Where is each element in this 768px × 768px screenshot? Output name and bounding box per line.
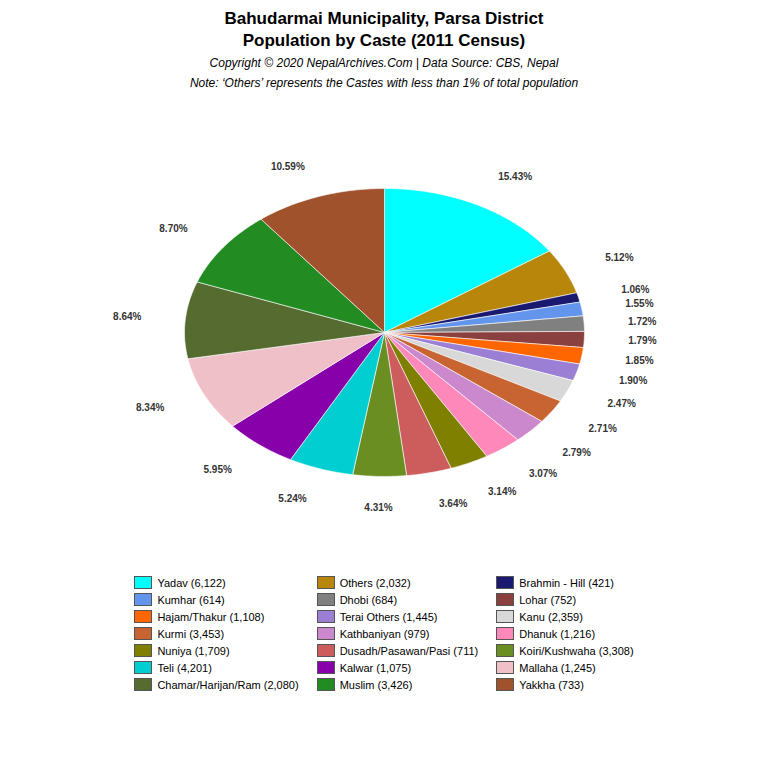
svg-text:1.85%: 1.85% (625, 355, 653, 366)
html-text:Kumhar (614): Kumhar (614) (157, 593, 225, 606)
svg-text:10.59%: 10.59% (271, 161, 305, 172)
html-text:Terai Others (1,445): Terai Others (1,445) (339, 610, 438, 623)
html-text:Bahudarmai Municipality, Parsa: Bahudarmai Municipality, Parsa District (224, 9, 544, 28)
svg-text:8.64%: 8.64% (113, 311, 141, 322)
html-text:Yakkha (733): Yakkha (733) (519, 678, 584, 691)
svg-text:5.12%: 5.12% (605, 252, 633, 263)
svg-text:1.06%: 1.06% (621, 284, 649, 295)
svg-text:15.43%: 15.43% (498, 171, 532, 182)
html-text:Dhanuk (1,216): Dhanuk (1,216) (519, 627, 596, 640)
svg-text:1.72%: 1.72% (628, 316, 656, 327)
html-text:Chamar/Harijan/Ram (2,080): Chamar/Harijan/Ram (2,080) (157, 678, 299, 691)
svg-text:2.79%: 2.79% (562, 447, 590, 458)
html-text:Copyright © 2020 NepalArchives: Copyright © 2020 NepalArchives.Com | Dat… (209, 56, 559, 70)
svg-text:1.79%: 1.79% (628, 335, 656, 346)
html-text:Dhobi (684): Dhobi (684) (339, 593, 398, 606)
html-text:Nuniya (1,709): Nuniya (1,709) (157, 644, 230, 657)
html-text:Others (2,032): Others (2,032) (339, 576, 411, 589)
html-text:Kanu (2,359): Kanu (2,359) (519, 610, 583, 623)
html-text:Kalwar (1,075): Kalwar (1,075) (339, 661, 412, 674)
svg-text:2.71%: 2.71% (589, 423, 617, 434)
html-text:Koiri/Kushwaha (3,308): Koiri/Kushwaha (3,308) (519, 644, 634, 657)
html-text:Population by Caste (2011 Cens: Population by Caste (2011 Census) (242, 31, 526, 50)
html-text:Muslim (3,426): Muslim (3,426) (339, 678, 413, 691)
html-text:Yadav (6,122): Yadav (6,122) (157, 576, 226, 589)
svg-text:1.90%: 1.90% (619, 375, 647, 386)
html-text:Kathbaniyan (979): Kathbaniyan (979) (339, 627, 430, 640)
svg-text:4.31%: 4.31% (364, 502, 392, 513)
html-text:Lohar (752): Lohar (752) (519, 593, 577, 606)
html-text:Mallaha (1,245): Mallaha (1,245) (519, 661, 596, 674)
svg-text:8.34%: 8.34% (136, 402, 164, 413)
html-text:Teli (4,201): Teli (4,201) (157, 661, 212, 674)
html-text:Kurmi (3,453): Kurmi (3,453) (157, 627, 224, 640)
svg-text:2.47%: 2.47% (607, 398, 635, 409)
svg-text:1.55%: 1.55% (625, 298, 653, 309)
svg-text:8.70%: 8.70% (159, 223, 187, 234)
html-text:Note: ‘Others’ represents the: Note: ‘Others’ represents the Castes wit… (189, 76, 579, 90)
svg-text:5.95%: 5.95% (203, 464, 231, 475)
svg-text:5.24%: 5.24% (278, 493, 306, 504)
svg-text:3.07%: 3.07% (529, 468, 557, 479)
html-text:Dusadh/Pasawan/Pasi (711): Dusadh/Pasawan/Pasi (711) (339, 644, 479, 657)
html-text:Brahmin - Hill (421): Brahmin - Hill (421) (519, 576, 614, 589)
html-text:Hajam/Thakur (1,108): Hajam/Thakur (1,108) (157, 610, 265, 623)
svg-text:3.64%: 3.64% (439, 498, 467, 509)
svg-text:3.14%: 3.14% (488, 486, 516, 497)
